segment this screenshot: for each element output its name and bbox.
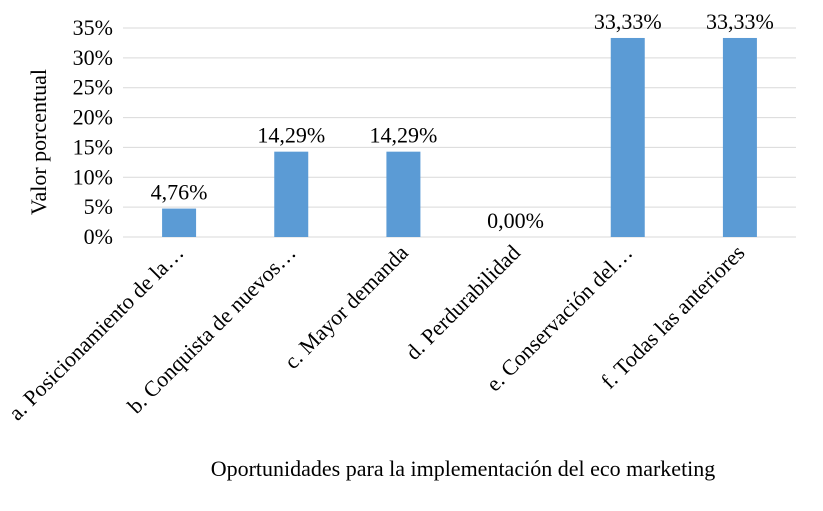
x-axis-title: Oportunidades para la implementación del…: [211, 456, 716, 481]
y-tick-label: 10%: [73, 164, 113, 189]
data-label: 4,76%: [151, 180, 208, 205]
data-label: 14,29%: [370, 123, 438, 148]
bars: [162, 37, 757, 237]
data-label: 33,33%: [594, 9, 662, 34]
x-category-label: d. Perdurabilidad: [400, 240, 525, 365]
data-label: 33,33%: [706, 9, 774, 34]
y-tick-label: 5%: [84, 194, 113, 219]
data-label: 14,29%: [257, 123, 325, 148]
y-tick-label: 0%: [84, 224, 113, 249]
y-tick-label: 30%: [73, 45, 113, 70]
bar: [386, 151, 421, 237]
x-category-label: c. Mayor demanda: [279, 240, 413, 374]
bar: [610, 37, 645, 237]
bar: [162, 208, 197, 237]
bar: [722, 37, 757, 237]
y-tick-label: 20%: [73, 105, 113, 130]
y-axis-ticks: 0% 5% 10% 15% 20% 25% 30% 35%: [73, 15, 113, 249]
bar: [274, 151, 309, 237]
y-tick-label: 15%: [73, 134, 113, 159]
y-tick-label: 25%: [73, 75, 113, 100]
gridlines: [123, 27, 796, 238]
x-axis-categories: a. Posicionamiento de la…b. Conquista de…: [3, 240, 749, 425]
y-axis-title: Valor porcentual: [26, 69, 51, 215]
data-label: 0,00%: [487, 208, 544, 233]
y-tick-label: 35%: [73, 15, 113, 40]
data-labels: 4,76% 14,29% 14,29% 0,00% 33,33% 33,33%: [151, 9, 774, 233]
